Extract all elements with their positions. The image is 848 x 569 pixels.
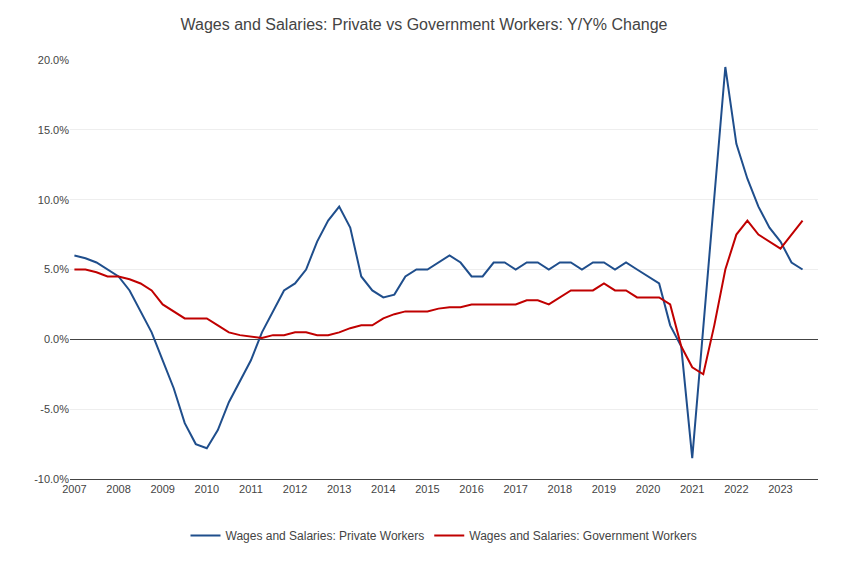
svg-text:2018: 2018 <box>548 483 572 495</box>
svg-text:2019: 2019 <box>592 483 616 495</box>
svg-text:2022: 2022 <box>724 483 748 495</box>
svg-text:-10.0%: -10.0% <box>34 473 69 485</box>
svg-text:5.0%: 5.0% <box>44 263 69 275</box>
svg-text:2011: 2011 <box>239 483 263 495</box>
svg-text:-5.0%: -5.0% <box>40 403 69 415</box>
svg-text:2010: 2010 <box>195 483 219 495</box>
svg-text:2013: 2013 <box>327 483 351 495</box>
svg-text:20.0%: 20.0% <box>38 54 69 66</box>
svg-text:2017: 2017 <box>503 483 527 495</box>
svg-text:2009: 2009 <box>150 483 174 495</box>
svg-text:Wages and Salaries: Government: Wages and Salaries: Government Workers <box>469 529 696 543</box>
svg-text:2008: 2008 <box>106 483 130 495</box>
svg-text:2020: 2020 <box>636 483 660 495</box>
svg-text:2015: 2015 <box>415 483 439 495</box>
svg-text:2007: 2007 <box>62 483 86 495</box>
svg-text:2012: 2012 <box>283 483 307 495</box>
svg-text:Wages and Salaries: Private vs: Wages and Salaries: Private vs Governmen… <box>180 16 667 33</box>
svg-text:2021: 2021 <box>680 483 704 495</box>
svg-text:0.0%: 0.0% <box>44 333 69 345</box>
svg-text:2014: 2014 <box>371 483 395 495</box>
svg-text:10.0%: 10.0% <box>38 194 69 206</box>
svg-text:2023: 2023 <box>768 483 792 495</box>
svg-text:15.0%: 15.0% <box>38 124 69 136</box>
svg-text:2016: 2016 <box>459 483 483 495</box>
svg-text:Wages and Salaries: Private Wo: Wages and Salaries: Private Workers <box>226 529 425 543</box>
